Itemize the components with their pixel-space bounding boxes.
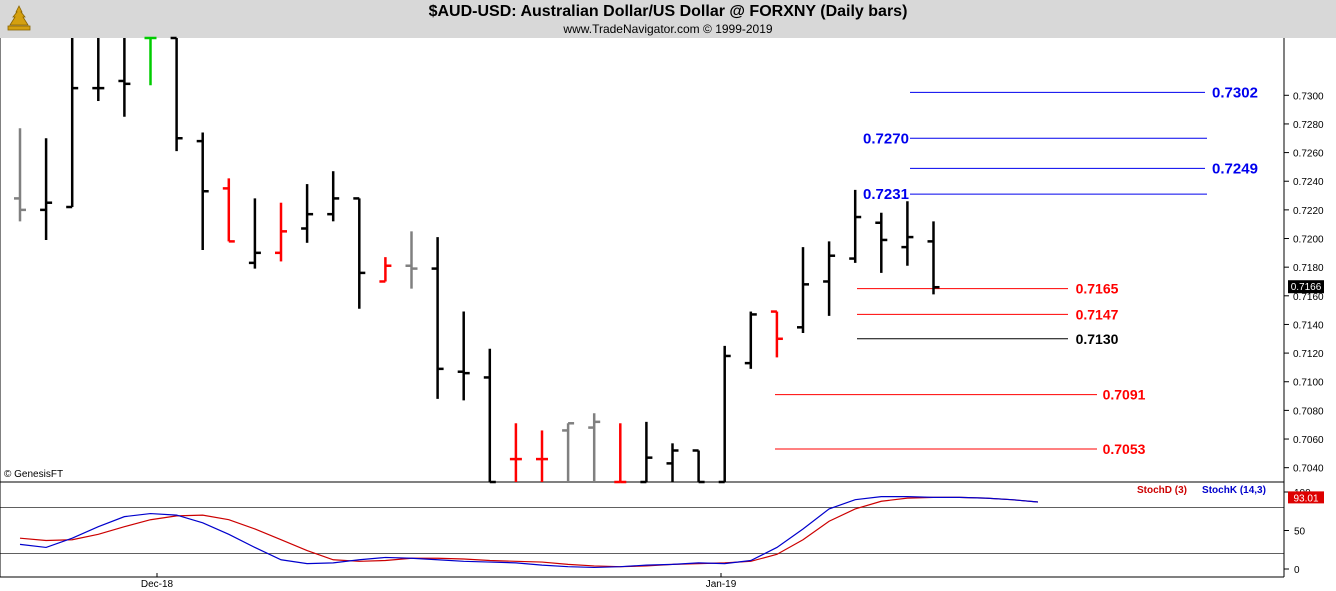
ohlc-bar — [483, 348, 496, 484]
price-tick-label: 0.7180 — [1293, 263, 1324, 274]
ohlc-bar — [927, 221, 940, 295]
ohlc-bar — [770, 310, 783, 358]
stoch-tick-label: 50 — [1294, 527, 1306, 538]
ohlc-bar — [875, 212, 888, 273]
last-price-tag: 0.7166 — [1288, 280, 1324, 294]
level-label: 0.7147 — [1076, 306, 1119, 322]
stoch-last-value-label: 93.01 — [1293, 493, 1318, 504]
level-label: 0.7249 — [1212, 160, 1258, 177]
ohlc-bar — [666, 443, 679, 482]
ohlc-bar — [588, 413, 601, 482]
stoch-last-value-box — [1288, 491, 1324, 504]
level-label: 0.7053 — [1103, 441, 1146, 457]
ohlc-bar — [509, 423, 522, 482]
ohlc-bar — [275, 202, 287, 262]
price-axis: 0.7040 0.7060 0.7080 0.7100 0.7120 0.7140 0.71… — [1284, 91, 1324, 475]
level-label: 0.7130 — [1076, 331, 1119, 347]
stoch-tick-label: 0 — [1294, 565, 1300, 576]
ohlc-bar — [248, 198, 261, 269]
ohlc-bar — [144, 36, 157, 86]
price-tick-label: 0.7040 — [1293, 464, 1324, 475]
price-tick-label: 0.7060 — [1293, 435, 1324, 446]
date-tick-label: Dec-18 — [141, 579, 174, 590]
price-tick-label: 0.7120 — [1293, 349, 1324, 360]
date-tick-label: Jan-19 — [706, 579, 737, 590]
ohlc-bar — [562, 422, 575, 482]
ohlc-bar — [222, 178, 235, 243]
ohlc-bar — [797, 247, 809, 334]
ohlc-bar — [196, 132, 209, 250]
ohlc-bar — [614, 423, 627, 484]
date-axis: Dec-18 Jan-19 — [141, 573, 737, 590]
ohlc-bar — [849, 189, 862, 263]
ohlc-bar — [170, 36, 183, 152]
price-tick-label: 0.7140 — [1293, 320, 1324, 331]
stoch-series-line — [19, 496, 1038, 568]
ohlc-bar — [640, 421, 653, 484]
stoch-d-legend: StochD (3) — [1137, 485, 1187, 496]
page-subtitle: www.TradeNavigator.com © 1999-2019 — [563, 22, 773, 36]
chart-header: $AUD-USD: Australian Dollar/US Dollar @ … — [0, 0, 1336, 38]
price-tick-label: 0.7160 — [1293, 292, 1324, 303]
ohlc-bar — [718, 345, 731, 484]
ohlc-bar — [14, 128, 26, 222]
level-label: 0.7302 — [1212, 84, 1258, 101]
ohlc-bar — [901, 201, 914, 266]
ohlc-bar — [301, 184, 314, 243]
price-tick-label: 0.7100 — [1293, 378, 1324, 389]
ohlc-bar — [66, 38, 79, 209]
ohlc-bar — [92, 38, 105, 102]
price-tick-label: 0.7260 — [1293, 149, 1324, 160]
ohlc-bar — [40, 138, 53, 240]
price-tick-label: 0.7300 — [1293, 91, 1324, 102]
price-tick-label: 0.7220 — [1293, 206, 1324, 217]
level-label: 0.7231 — [863, 186, 909, 203]
price-bars — [14, 36, 940, 484]
stoch-k-legend: StochK (14,3) — [1202, 485, 1266, 496]
level-label: 0.7165 — [1076, 281, 1119, 297]
ohlc-bar — [431, 237, 444, 399]
ohlc-bar — [823, 241, 836, 316]
stoch-series-line — [19, 496, 1038, 569]
price-tick-label: 0.7280 — [1293, 120, 1324, 131]
ohlc-bar — [118, 38, 131, 117]
last-price-box — [1288, 280, 1324, 294]
trade-navigator-logo-icon — [4, 3, 34, 33]
level-label: 0.7091 — [1103, 387, 1146, 403]
ohlc-bar — [353, 197, 366, 309]
ohlc-bar — [405, 231, 418, 289]
price-tick-label: 0.7200 — [1293, 235, 1324, 246]
price-tick-label: 0.7240 — [1293, 177, 1324, 188]
ohlc-bar — [536, 430, 548, 482]
last-price-label: 0.7166 — [1291, 282, 1322, 293]
ohlc-bar — [692, 449, 705, 484]
ohlc-bar — [327, 171, 340, 222]
ohlc-bar — [379, 257, 392, 283]
ohlc-bar — [744, 311, 757, 369]
stochastic-panel: 050100StochD (3)StochK (14,3)93.01 — [0, 485, 1324, 576]
price-tick-label: 0.7080 — [1293, 406, 1324, 417]
level-label: 0.7270 — [863, 130, 909, 147]
ohlc-bar — [457, 311, 470, 401]
page-title: $AUD-USD: Australian Dollar/US Dollar @ … — [428, 3, 908, 20]
price-levels: 0.7302 0.7270 0.7249 0.7231 0.7165 0.7147 0.71… — [775, 84, 1258, 457]
copyright-label: © GenesisFT — [4, 469, 63, 480]
